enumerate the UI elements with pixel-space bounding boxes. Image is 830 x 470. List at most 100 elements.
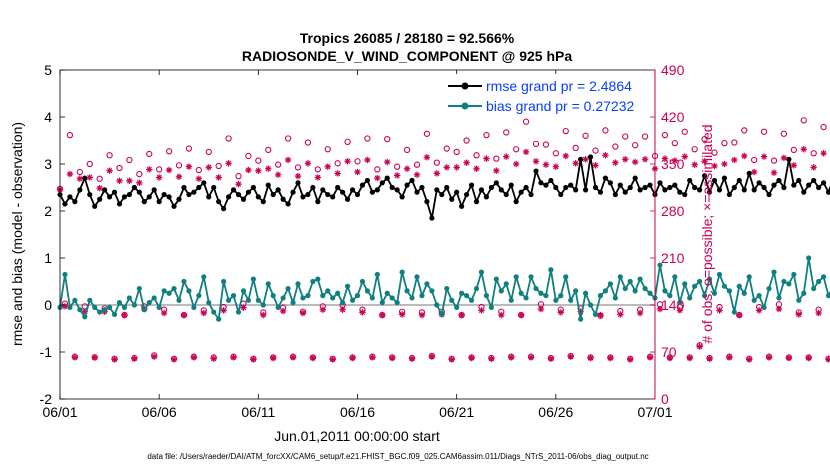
bias-point [439,311,445,317]
rmse-point [330,194,336,200]
rmse-point [513,199,519,205]
obs-possible-marker [265,146,272,154]
obs-assimilated-marker [374,174,381,182]
obs-assimilated-marker [716,307,723,314]
bias-point [434,302,440,308]
obs-assimilated-marker [190,354,198,361]
obs-assimilated-marker [597,311,604,319]
obs-assimilated-marker [527,354,535,361]
rmse-point [716,187,723,193]
bias-point [270,293,276,299]
bias-point [62,271,68,278]
rmse-point [558,191,564,198]
obs-assimilated-marker [631,158,639,166]
bias-point [820,274,827,280]
rmse-point [617,182,623,188]
obs-assimilated-marker [498,311,505,319]
bias-point [597,293,604,299]
bias-point [379,300,385,306]
obs-assimilated-marker [175,173,183,180]
bias-point [230,293,237,299]
rmse-point [290,189,296,195]
bias-point [449,297,455,303]
rmse-point [216,199,222,205]
obs-assimilated-marker [770,169,778,176]
rmse-point [186,191,192,198]
obs-assimilated-marker [636,309,644,317]
obs-assimilated-marker [91,354,98,361]
obs-assimilated-marker [200,309,207,317]
obs-possible-marker [701,136,708,143]
obs-assimilated-marker [116,177,123,184]
obs-assimilated-marker [131,355,138,362]
obs-assimilated-marker [592,162,599,169]
bias-point [141,307,147,313]
bias-point [349,297,356,303]
obs-possible-marker [483,131,490,139]
rmse-point [701,173,708,179]
obs-assimilated-marker [428,353,436,360]
bias-point [697,278,703,285]
bias-point [196,293,202,299]
bias-point [632,288,638,294]
rmse-point [305,191,311,198]
rmse-point [449,196,455,202]
bias-point [811,285,817,292]
rmse-point [196,184,202,191]
obs-assimilated-marker [552,163,560,170]
bias-point [558,293,564,299]
rmse-point [161,191,167,198]
rmse-point [454,189,460,195]
y-tick-label: 4 [44,109,52,125]
obs-possible-marker [284,135,292,142]
obs-assimilated-marker [488,355,495,362]
rmse-point [320,187,326,193]
y-tick-label: 5 [44,62,52,78]
y2-tick-label: 280 [661,203,685,219]
bias-point [568,297,574,303]
rmse-point [176,196,182,202]
obs-possible-marker [334,160,341,167]
rmse-point [766,191,772,198]
obs-assimilated-marker [508,354,515,361]
bias-point [330,295,336,301]
bias-point [463,293,470,299]
bias-point [156,304,162,310]
y-tick-label: -1 [40,344,53,360]
bias-point [741,290,747,296]
rmse-point [483,194,490,200]
obs-assimilated-marker [61,303,69,310]
obs-assimilated-marker [750,168,758,176]
bias-point [781,278,787,285]
bias-point [776,295,782,301]
obs-assimilated-marker [146,166,153,173]
bias-point [310,278,316,285]
rmse-point [468,182,475,188]
rmse-point [672,182,678,188]
rmse-point [67,194,73,200]
obs-assimilated-marker [522,148,530,156]
rmse-point [201,180,207,186]
obs-possible-marker [641,133,649,140]
bias-point [211,309,217,315]
rmse-point [488,184,494,191]
bias-point [136,285,142,292]
rmse-point [647,182,653,188]
bias-point [384,290,390,296]
rmse-point [642,184,648,191]
bias-point [285,285,291,292]
rmse-point [240,196,247,202]
bias-point [221,278,227,285]
obs-possible-marker [532,140,540,148]
rmse-point [573,187,579,193]
rmse-point [409,177,415,184]
obs-assimilated-marker [324,163,331,170]
obs-assimilated-marker [359,309,366,316]
obs-possible-marker [562,127,569,135]
bias-point [344,283,351,289]
obs-possible-marker [751,156,758,164]
obs-assimilated-marker [185,163,193,170]
obs-assimilated-marker [408,355,416,362]
bias-point [340,300,346,306]
rmse-point [245,189,252,195]
